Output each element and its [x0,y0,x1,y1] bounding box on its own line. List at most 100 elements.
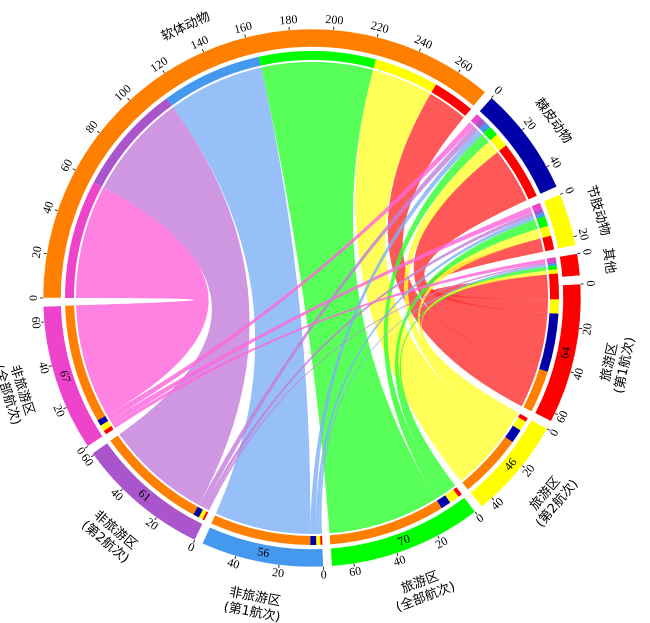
ring-slot-mollusca-tourAll [258,50,376,69]
ribbon-nontour2-mollusca [103,107,250,506]
tick-mark [244,34,246,38]
ring-slot-others-nontour2 [547,261,557,265]
tick-mark [84,446,88,449]
tick-mark [201,48,204,52]
group-label-others: 其他 [600,247,618,275]
tick-label: 80 [82,118,100,136]
arc-tour2 [470,419,548,507]
ring-slot-arthropoda-nontour2 [533,208,544,216]
arc-others [559,253,581,278]
tick-label: 0 [186,539,198,554]
ribbon-tour2-echinodermata [403,141,512,436]
tick-label: 60 [348,564,362,580]
ring-slot-nontourAll-echinodermata [97,415,109,426]
tick-mark [458,69,461,73]
ribbon-tour2-mollusca [355,70,504,482]
ring-slot-nontourAll-arthropoda [100,421,112,431]
arc-mollusca [42,28,486,299]
tick-label: 0 [584,280,598,287]
tick-label: 40 [392,552,408,569]
tick-label: 20 [579,322,594,336]
ring-slot-others-nontourAll [546,257,557,263]
tick-label: 20 [433,534,450,552]
ribbon-nontour1-mollusca [173,67,311,534]
ring-slot-tourAll-mollusca [329,500,442,545]
group-label-nontour2: 非旅游区(第2航次) [78,506,142,566]
ribbon-tour2-arthropoda [417,229,541,425]
arc-echinodermata [479,97,558,195]
ring-slot-nontour1-mollusca [211,515,311,545]
tick-label: 0 [320,567,327,581]
tick-label: 240 [412,32,434,52]
ring-slot-others-nontour1 [547,263,557,267]
tick-label: 20 [50,402,68,419]
tick-label: 40 [570,366,587,381]
ring-slot-mollusca-tour2 [373,59,437,93]
tick-mark [546,428,550,431]
ring-slot-tourAll-others [453,487,462,497]
ring-slot-nontour1-echinodermata [310,535,317,545]
tick-mark [54,209,58,212]
tick-mark [570,371,574,374]
ring-slot-others-tour2 [548,269,558,275]
ring-slot-others-tour1 [548,273,559,288]
ribbon-tourAll-mollusca [261,61,436,534]
tick-label: 0 [473,511,486,526]
ring-slot-tour1-others [549,285,559,300]
tick-mark [437,535,440,539]
tick-label: 40 [39,200,56,216]
tick-label: 20 [271,565,285,580]
group-label-tourAll: 旅游区(全部航次) [388,565,457,616]
tick-label: 0 [26,295,40,301]
tick-label: 0 [546,427,561,439]
tick-label: 200 [325,12,344,27]
tick-mark [521,127,525,131]
tick-mark [234,555,237,559]
inner-ring-bands [65,50,559,545]
ring-slot-mollusca-tour1 [431,84,472,116]
ring-slot-tour1-arthropoda [549,299,559,314]
ribbon-nontourAll-mollusca [76,187,209,415]
ring-slot-echinodermata-nontour2 [475,118,486,129]
ring-slot-others-tourAll [547,265,558,271]
tick-label: 40 [36,360,53,375]
tick-label: 140 [188,32,210,52]
tick-label: 40 [547,153,565,170]
ring-slot-nontour2-arthropoda [198,509,207,520]
ring-slot-arthropoda-tourAll [536,216,549,229]
tick-mark [63,407,67,410]
ring-slot-arthropoda-tour2 [539,225,551,238]
tick-mark [522,465,525,468]
tick-mark [162,70,165,74]
tick-mark [72,168,76,171]
arc-tour1 [534,283,582,422]
tick-label: 20 [521,115,539,133]
ribbon-tour1-others [429,274,548,300]
tick-mark [120,488,123,492]
ring-slot-tour2-others [518,413,528,422]
group-label-tour1: 旅游区(第1航次) [596,332,638,395]
tick-label: 0 [492,83,506,97]
tick-mark [474,511,478,515]
ring-slot-tourAll-arthropoda [445,489,459,503]
ring-slot-mollusca-nontour2 [93,98,172,187]
ring-slot-nontour2-echinodermata [193,506,203,518]
tick-label: 220 [369,18,390,36]
ring-slot-arthropoda-nontour1 [535,212,546,220]
ring-slot-tour2-mollusca [462,436,513,490]
tick-mark [491,497,495,501]
tick-mark [91,454,94,458]
ring-slot-nontour1-others [320,535,323,545]
tick-label: 0 [562,185,577,196]
total-label-nontour1: 56 [256,544,270,560]
ring-slot-echinodermata-nontour1 [479,122,491,134]
arc-tourAll [330,497,476,567]
ring-slot-nontour2-mollusca [110,435,198,515]
ring-slot-nontourAll-mollusca [65,305,106,421]
ribbon-nontourAll-arthropoda [109,207,532,425]
tick-label: 60 [553,408,571,425]
tick-label: 20 [576,227,592,242]
tick-label: 20 [29,245,45,259]
ring-slot-nontour2-others [202,511,209,521]
